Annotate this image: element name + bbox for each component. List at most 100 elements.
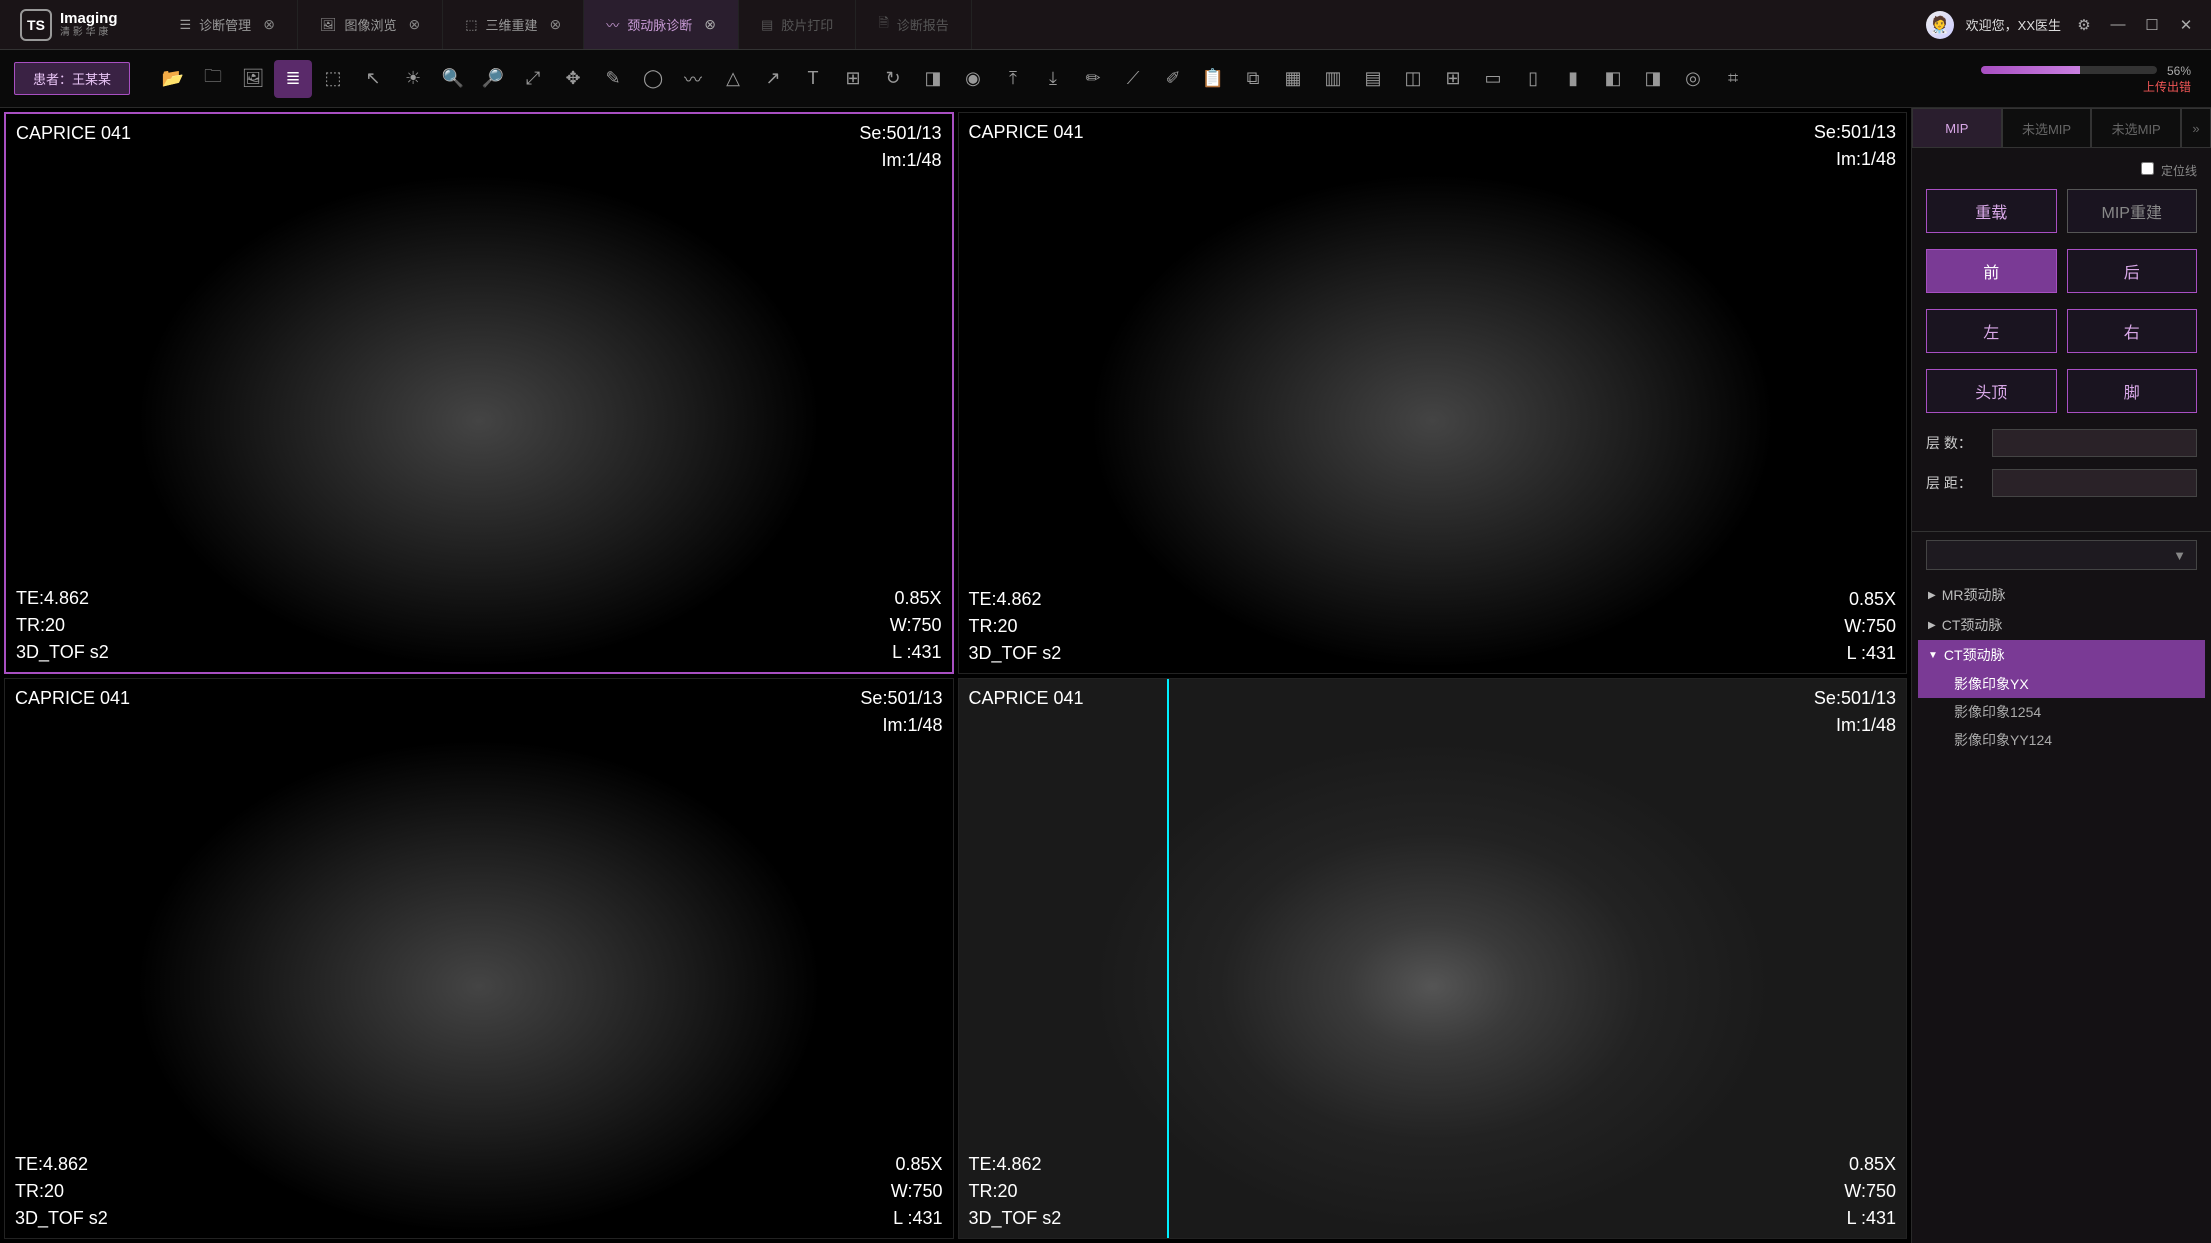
tab-close-icon[interactable]: ⊗ (408, 16, 420, 33)
avatar[interactable]: 🧑‍⚕️ (1926, 11, 1954, 39)
overlay-top-left: CAPRICE 041 (959, 679, 1094, 718)
add-box-button[interactable]: ⊞ (834, 60, 872, 98)
text-button[interactable]: T (794, 60, 832, 98)
side-tab-1[interactable]: 未选MIP (2002, 108, 2092, 148)
orient-btn-脚[interactable]: 脚 (2067, 369, 2198, 413)
grid-3x3-button[interactable]: ▦ (1274, 60, 1312, 98)
layout-4-icon: ◧ (1605, 68, 1622, 89)
net-icon: ⌗ (1728, 68, 1738, 89)
layout-2-icon: ▯ (1528, 68, 1538, 89)
image-button[interactable]: 🖼 (234, 60, 272, 98)
tab-image[interactable]: 🖼 图像浏览⊗ (298, 0, 443, 49)
triangle-button[interactable]: △ (714, 60, 752, 98)
zigzag-button[interactable]: 〰 (674, 60, 712, 98)
tab-label: 诊断管理 (199, 15, 251, 34)
upload-error-text: 上传出错 (1981, 78, 2191, 95)
side-tabs-more[interactable]: » (2181, 108, 2211, 148)
add-folder-button[interactable]: 🗀 (194, 60, 232, 98)
viewport-1[interactable]: CAPRICE 041 Se:501/13Im:1/48 TE:4.862TR:… (958, 112, 1908, 674)
side-btn-MIP重建[interactable]: MIP重建 (2067, 189, 2198, 233)
tab-label: 胶片打印 (781, 15, 833, 34)
pen-button[interactable]: ✏ (1074, 60, 1112, 98)
open-folder-button[interactable]: 📂 (154, 60, 192, 98)
pen-icon: ✏ (1085, 68, 1100, 89)
circle-icon: ◯ (643, 68, 663, 89)
circle-button[interactable]: ◯ (634, 60, 672, 98)
tab-close-icon[interactable]: ⊗ (263, 16, 275, 33)
logo-line1: Imaging (60, 11, 118, 28)
tree-leaf[interactable]: 影像印象YX (1918, 670, 2205, 698)
layout-3-button[interactable]: ▮ (1554, 60, 1592, 98)
contrast-split-button[interactable]: ◨ (914, 60, 952, 98)
color-wheel-button[interactable]: ◉ (954, 60, 992, 98)
pencil2-button[interactable]: ✐ (1154, 60, 1192, 98)
add-folder-icon: 🗀 (204, 64, 222, 94)
locator-checkbox[interactable]: 定位线 (2141, 164, 2197, 178)
minimize-icon[interactable]: — (2107, 16, 2129, 33)
side-btn-重载[interactable]: 重载 (1926, 189, 2057, 233)
field-label: 层 数： (1926, 433, 1982, 453)
layout-5-button[interactable]: ◨ (1634, 60, 1672, 98)
tree-node[interactable]: CT颈动脉 (1918, 610, 2205, 640)
rotate-button[interactable]: ↻ (874, 60, 912, 98)
stack-button[interactable]: ≣ (274, 60, 312, 98)
export-up-button[interactable]: ⤒ (994, 60, 1032, 98)
patient-pill[interactable]: 患者：王某某 (14, 62, 130, 95)
viewport-2[interactable]: CAPRICE 041 Se:501/13Im:1/48 TE:4.862TR:… (4, 678, 954, 1240)
viewport-3[interactable]: CAPRICE 041 Se:501/13Im:1/48 TE:4.862TR:… (958, 678, 1908, 1240)
net-button[interactable]: ⌗ (1714, 60, 1752, 98)
side-tab-2[interactable]: 未选MIP (2091, 108, 2181, 148)
clipboard-button[interactable]: 📋 (1194, 60, 1232, 98)
tab-close-icon[interactable]: ⊗ (550, 16, 562, 33)
tab-cube[interactable]: ⬚ 三维重建⊗ (443, 0, 584, 49)
zoom-button[interactable]: 🔍 (434, 60, 472, 98)
text-icon: T (808, 68, 819, 89)
overlay-bottom-left: TE:4.862TR:203D_TOF s2 (959, 1145, 1072, 1238)
tree-node[interactable]: MR颈动脉 (1918, 580, 2205, 610)
tree-leaf[interactable]: 影像印象YY124 (1918, 726, 2205, 754)
cube-3d-button[interactable]: ⬚ (314, 60, 352, 98)
stack-icon: ≣ (285, 68, 300, 89)
orient-btn-左[interactable]: 左 (1926, 309, 2057, 353)
orient-btn-右[interactable]: 右 (2067, 309, 2198, 353)
series-tree: MR颈动脉CT颈动脉CT颈动脉影像印象YX影像印象1254影像印象YY124 (1912, 580, 2211, 754)
settings-icon[interactable]: ⚙ (2073, 16, 2095, 34)
split-v-button[interactable]: ◫ (1394, 60, 1432, 98)
viewport-0[interactable]: CAPRICE 041 Se:501/13Im:1/48 TE:4.862TR:… (4, 112, 954, 674)
layout-4-button[interactable]: ◧ (1594, 60, 1632, 98)
zoom-fit-button[interactable]: ⤢ (514, 60, 552, 98)
tab-pulse[interactable]: 〰 颈动脉诊断⊗ (584, 0, 739, 49)
layout-2-button[interactable]: ▯ (1514, 60, 1552, 98)
grid-4-button[interactable]: ⊞ (1434, 60, 1472, 98)
arrow-button[interactable]: ↗ (754, 60, 792, 98)
grid-2x1-button[interactable]: ▤ (1354, 60, 1392, 98)
pointer-button[interactable]: ↖ (354, 60, 392, 98)
target-button[interactable]: ◎ (1674, 60, 1712, 98)
tab-diagnosis[interactable]: ☰ 诊断管理⊗ (158, 0, 298, 49)
series-combo[interactable]: ▼ (1926, 540, 2197, 570)
ruler-button[interactable]: ⟋ (1114, 60, 1152, 98)
field-input-层 距：[interactable] (1992, 469, 2197, 497)
close-icon[interactable]: ✕ (2175, 16, 2197, 34)
export-down-button[interactable]: ⤓ (1034, 60, 1072, 98)
tree-leaf[interactable]: 影像印象1254 (1918, 698, 2205, 726)
maximize-icon[interactable]: ☐ (2141, 16, 2163, 34)
tab-close-icon[interactable]: ⊗ (704, 16, 716, 33)
grid-2x2-icon: ▥ (1325, 68, 1342, 89)
orient-btn-前[interactable]: 前 (1926, 249, 2057, 293)
orient-btn-后[interactable]: 后 (2067, 249, 2198, 293)
side-tab-0[interactable]: MIP (1912, 108, 2002, 148)
zoom-out-button[interactable]: 🔎 (474, 60, 512, 98)
pencil-button[interactable]: ✎ (594, 60, 632, 98)
rotate-icon: ↻ (885, 68, 900, 89)
grid-2x2-button[interactable]: ▥ (1314, 60, 1352, 98)
field-input-层 数：[interactable] (1992, 429, 2197, 457)
mri-image (959, 113, 1907, 673)
move-button[interactable]: ✥ (554, 60, 592, 98)
tree-node[interactable]: CT颈动脉 (1918, 640, 2205, 670)
layout-1-button[interactable]: ▭ (1474, 60, 1512, 98)
orient-btn-头顶[interactable]: 头顶 (1926, 369, 2057, 413)
screenshot-button[interactable]: ⧉ (1234, 60, 1272, 98)
image-icon: 🖼 (242, 68, 265, 89)
brightness-button[interactable]: ☀ (394, 60, 432, 98)
